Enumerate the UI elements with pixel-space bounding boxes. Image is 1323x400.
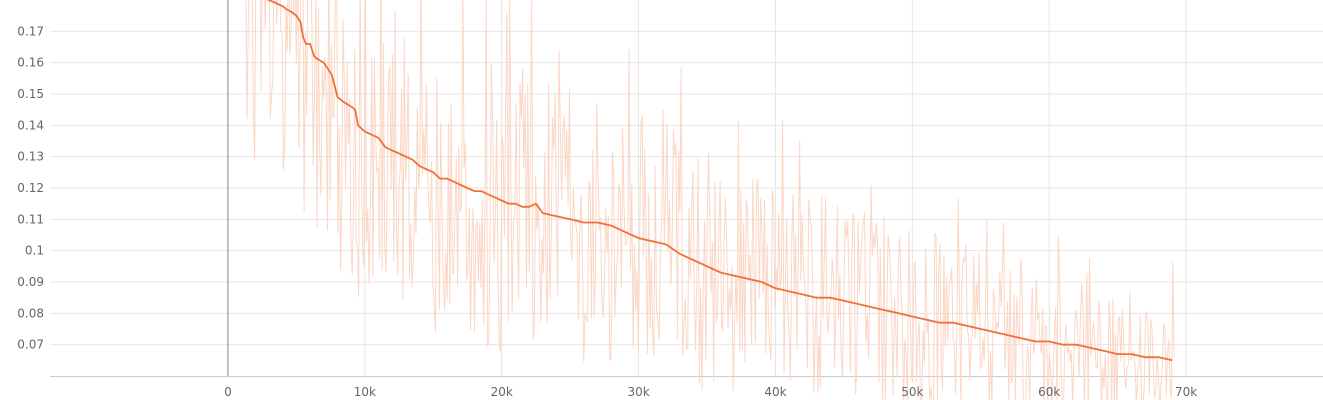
y-tick-label: 0.11 xyxy=(17,212,44,226)
smoothed-series-layer xyxy=(266,0,1173,362)
y-tick-label: 0.07 xyxy=(17,338,44,352)
x-tick-label: 0 xyxy=(224,385,232,399)
y-tick-label: 0.14 xyxy=(17,118,44,132)
y-tick-label: 0.08 xyxy=(17,306,44,320)
raw-series-line xyxy=(245,0,1175,400)
y-tick-label: 0.1 xyxy=(25,244,44,258)
x-tick-label: 10k xyxy=(354,385,376,399)
tick-label-layer: 0.07 0.08 0.09 0.1 0.11 0.12 0.13 0.14 0.15 0.16 0… xyxy=(17,24,1197,399)
y-tick-label: 0.13 xyxy=(17,150,44,164)
smoothed-series-line xyxy=(266,0,1173,362)
x-tick-label: 50k xyxy=(901,385,923,399)
x-tick-label: 60k xyxy=(1038,385,1060,399)
y-tick-label: 0.16 xyxy=(17,56,44,70)
x-tick-label: 20k xyxy=(491,385,513,399)
y-tick-label: 0.15 xyxy=(17,87,44,101)
y-tick-label: 0.12 xyxy=(17,181,44,195)
y-tick-label: 0.17 xyxy=(17,24,44,38)
y-tick-label: 0.09 xyxy=(17,275,44,289)
x-tick-label: 30k xyxy=(627,385,649,399)
raw-series-layer xyxy=(245,0,1175,400)
x-tick-label: 70k xyxy=(1175,385,1197,399)
x-tick-label: 40k xyxy=(764,385,786,399)
